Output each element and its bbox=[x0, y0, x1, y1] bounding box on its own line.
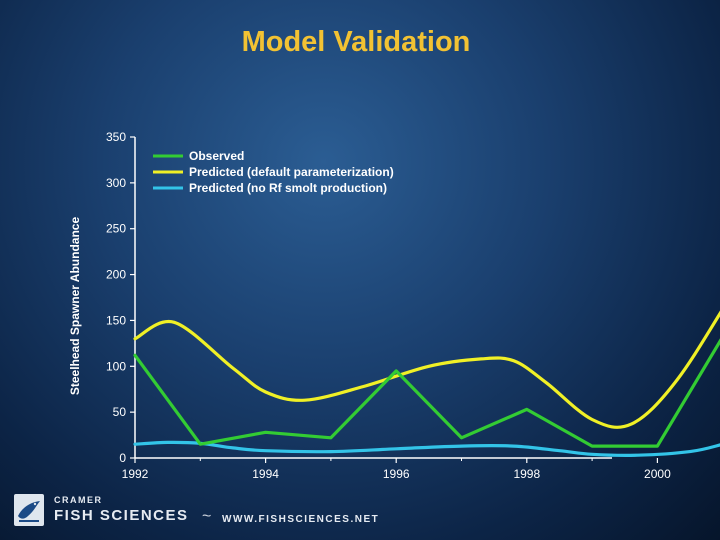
y-tick-label: 100 bbox=[106, 359, 126, 373]
x-tick-label: 1992 bbox=[122, 467, 149, 481]
y-axis-title-group: Steelhead Spawner Abundance bbox=[68, 217, 82, 396]
y-axis-title: Steelhead Spawner Abundance bbox=[68, 217, 82, 396]
y-tick-label: 50 bbox=[113, 405, 127, 419]
website-link[interactable]: WWW.FISHSCIENCES.NET bbox=[222, 514, 380, 525]
series-line-observed bbox=[133, 338, 720, 448]
y-tick-label: 200 bbox=[106, 268, 126, 282]
x-tick-label: 1998 bbox=[513, 467, 540, 481]
series-line-predicted-default bbox=[133, 310, 720, 429]
y-tick-label: 150 bbox=[106, 313, 126, 327]
legend-entry-observed: Observed bbox=[189, 149, 244, 163]
legend: Observed Predicted (default parameterizat… bbox=[153, 149, 394, 195]
y-tick-label: 300 bbox=[106, 176, 126, 190]
brand-separator: ~ bbox=[202, 508, 212, 525]
brand-top-text: CRAMER bbox=[54, 495, 103, 505]
brand-name: FISH SCIENCES bbox=[54, 507, 189, 524]
x-tick-label: 1994 bbox=[252, 467, 279, 481]
y-tick-label: 0 bbox=[119, 451, 126, 465]
legend-entry-predicted-no-rf: Predicted (no Rf smolt production) bbox=[189, 181, 387, 195]
y-tick-label: 250 bbox=[106, 222, 126, 236]
series-group bbox=[133, 310, 720, 457]
legend-entry-predicted-default: Predicted (default parameterization) bbox=[189, 165, 394, 179]
x-tick-label: 1996 bbox=[383, 467, 410, 481]
slide-title: Model Validation bbox=[241, 26, 471, 58]
axes: 0 50 100 150 200 250 300 350 1992 1994 1996 1998 200… bbox=[106, 130, 671, 481]
footer-brand: CRAMER FISH SCIENCES ~ WWW.FISHSCIENCES.… bbox=[14, 494, 434, 530]
fish-logo-icon bbox=[14, 494, 44, 526]
series-line-predicted-no-rf bbox=[133, 440, 720, 457]
x-tick-label: 2000 bbox=[644, 467, 671, 481]
y-tick-label: 350 bbox=[106, 130, 126, 144]
